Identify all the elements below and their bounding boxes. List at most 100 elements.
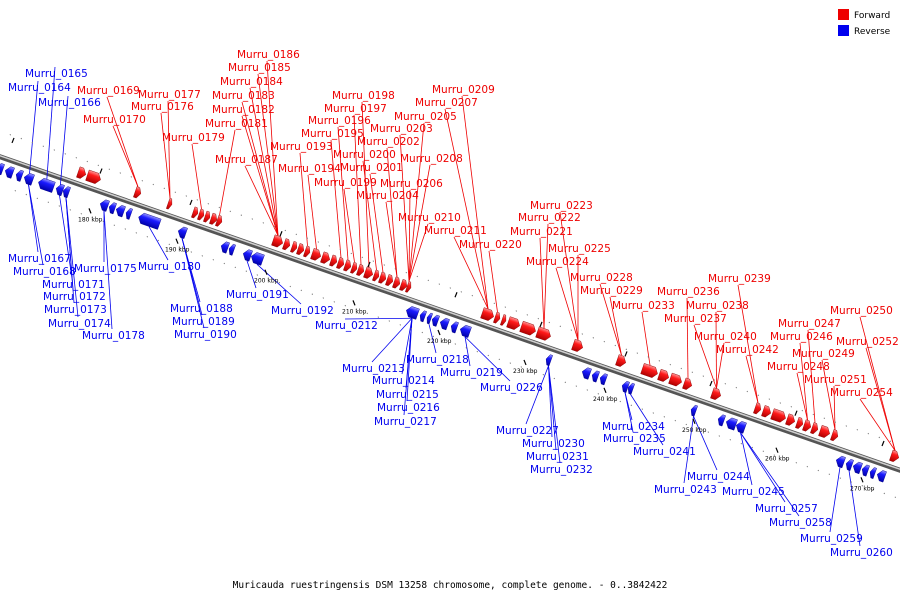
gene-label[interactable]: Murru_0242	[716, 344, 779, 356]
gene-label[interactable]: Murru_0241	[633, 446, 696, 458]
gene-label[interactable]: Murru_0177	[138, 89, 201, 101]
forward-gene[interactable]	[682, 377, 693, 391]
forward-gene[interactable]	[215, 214, 223, 227]
gene-label[interactable]: Murru_0220	[459, 239, 522, 251]
gene-label[interactable]: Murru_0181	[205, 118, 268, 130]
reverse-gene[interactable]	[734, 420, 747, 434]
gene-label[interactable]: Murru_0238	[686, 300, 749, 312]
reverse-gene[interactable]	[114, 204, 126, 218]
gene-label[interactable]: Murru_0207	[415, 97, 478, 109]
gene-label[interactable]: Murru_0185	[228, 62, 291, 74]
gene-label[interactable]: Murru_0230	[522, 438, 585, 450]
forward-gene[interactable]	[710, 387, 722, 401]
gene-label[interactable]: Murru_0245	[722, 486, 785, 498]
forward-gene[interactable]	[197, 208, 205, 221]
forward-gene[interactable]	[753, 402, 762, 415]
gene-label[interactable]: Murru_0226	[480, 382, 543, 394]
forward-gene[interactable]	[480, 307, 496, 322]
gene-label[interactable]: Murru_0167	[8, 253, 71, 265]
reverse-gene[interactable]	[626, 382, 635, 395]
reverse-gene[interactable]	[241, 248, 253, 262]
gene-label[interactable]: Murru_0233	[612, 300, 675, 312]
gene-label[interactable]: Murru_0187	[215, 154, 278, 166]
reverse-gene[interactable]	[458, 324, 472, 338]
gene-label[interactable]: Murru_0186	[237, 49, 300, 61]
forward-gene[interactable]	[830, 429, 839, 442]
gene-label[interactable]: Murru_0249	[792, 348, 855, 360]
forward-gene[interactable]	[657, 368, 670, 383]
reverse-gene[interactable]	[14, 169, 24, 182]
forward-gene[interactable]	[500, 314, 507, 326]
forward-gene[interactable]	[378, 271, 387, 284]
gene-label[interactable]: Murru_0199	[314, 177, 377, 189]
reverse-gene[interactable]	[724, 417, 738, 431]
gene-label[interactable]: Murru_0176	[131, 101, 194, 113]
gene-label[interactable]: Murru_0190	[174, 329, 237, 341]
reverse-gene[interactable]	[54, 183, 65, 197]
reverse-gene[interactable]	[98, 198, 110, 212]
gene-label[interactable]: Murru_0198	[332, 90, 395, 102]
gene-label[interactable]: Murru_0260	[830, 547, 893, 559]
gene-label[interactable]: Murru_0221	[510, 226, 573, 238]
reverse-gene[interactable]	[418, 310, 427, 323]
reverse-gene[interactable]	[250, 251, 265, 266]
forward-gene[interactable]	[350, 261, 358, 274]
reverse-gene[interactable]	[868, 467, 877, 479]
gene-label[interactable]: Murru_0235	[603, 433, 666, 445]
reverse-gene[interactable]	[219, 241, 230, 254]
forward-gene[interactable]	[310, 248, 322, 261]
forward-gene[interactable]	[329, 254, 338, 267]
gene-label[interactable]: Murru_0170	[83, 114, 146, 126]
forward-gene[interactable]	[889, 449, 900, 463]
gene-label[interactable]: Murru_0259	[800, 533, 863, 545]
gene-label[interactable]: Murru_0168	[13, 266, 76, 278]
gene-label[interactable]: Murru_0195	[301, 128, 364, 140]
reverse-gene[interactable]	[124, 207, 133, 220]
gene-label[interactable]: Murru_0169	[77, 85, 140, 97]
reverse-gene[interactable]	[438, 317, 450, 331]
gene-label[interactable]: Murru_0189	[172, 316, 235, 328]
gene-label[interactable]: Murru_0165	[25, 68, 88, 80]
reverse-gene[interactable]	[834, 455, 846, 469]
gene-label[interactable]: Murru_0208	[400, 153, 463, 165]
forward-gene[interactable]	[385, 274, 394, 287]
gene-label[interactable]: Murru_0178	[82, 330, 145, 342]
gene-label[interactable]: Murru_0206	[380, 178, 443, 190]
gene-label[interactable]: Murru_0174	[48, 318, 111, 330]
gene-label[interactable]: Murru_0205	[394, 111, 457, 123]
reverse-gene[interactable]	[851, 461, 863, 475]
reverse-gene[interactable]	[61, 186, 71, 199]
reverse-gene[interactable]	[137, 212, 162, 230]
forward-gene[interactable]	[770, 408, 788, 424]
forward-gene[interactable]	[191, 206, 199, 219]
reverse-gene[interactable]	[107, 202, 117, 215]
reverse-gene[interactable]	[3, 165, 15, 179]
gene-label[interactable]: Murru_0248	[767, 361, 830, 373]
forward-gene[interactable]	[405, 281, 412, 293]
forward-gene[interactable]	[343, 259, 352, 272]
gene-label[interactable]: Murru_0216	[377, 402, 440, 414]
gene-label[interactable]: Murru_0210	[398, 212, 461, 224]
gene-label[interactable]: Murru_0184	[220, 76, 283, 88]
gene-label[interactable]: Murru_0200	[333, 149, 396, 161]
forward-gene[interactable]	[535, 326, 553, 342]
forward-gene[interactable]	[506, 316, 522, 331]
forward-gene[interactable]	[166, 197, 173, 210]
gene-label[interactable]: Murru_0215	[376, 389, 439, 401]
forward-gene[interactable]	[668, 372, 684, 387]
forward-gene[interactable]	[399, 279, 408, 291]
gene-label[interactable]: Murru_0203	[370, 123, 433, 135]
gene-label[interactable]: Murru_0234	[602, 421, 665, 433]
gene-label[interactable]: Murru_0251	[804, 374, 867, 386]
gene-label[interactable]: Murru_0179	[162, 132, 225, 144]
forward-gene[interactable]	[296, 243, 305, 256]
forward-gene[interactable]	[785, 413, 796, 427]
gene-label[interactable]: Murru_0236	[657, 286, 720, 298]
gene-label[interactable]: Murru_0250	[830, 305, 893, 317]
forward-gene[interactable]	[336, 257, 345, 269]
reverse-gene[interactable]	[580, 366, 592, 380]
reverse-gene[interactable]	[875, 469, 887, 483]
gene-label[interactable]: Murru_0164	[8, 82, 71, 94]
gene-label[interactable]: Murru_0214	[372, 375, 435, 387]
gene-label[interactable]: Murru_0257	[755, 503, 818, 515]
